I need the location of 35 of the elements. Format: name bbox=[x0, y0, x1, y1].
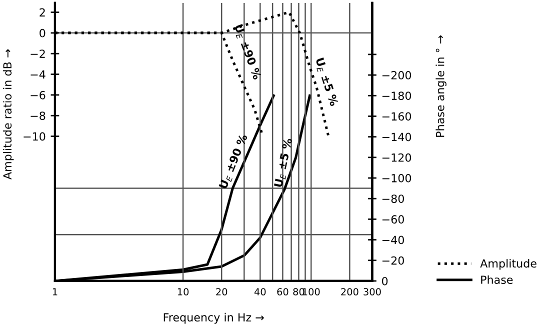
y-axis-title: Amplitude ratio in dB → bbox=[2, 49, 14, 180]
x-tick-label: 100 bbox=[302, 288, 320, 296]
x-tick-label: 300 bbox=[364, 288, 381, 296]
x-tick-label: 10 bbox=[178, 288, 189, 296]
y2-tick-label: 0 bbox=[382, 276, 388, 286]
y-tick-label: −4 bbox=[30, 70, 46, 78]
x-tick-label: 1 bbox=[52, 288, 58, 296]
y-tick-label: −8 bbox=[30, 112, 46, 120]
annotation: U$_{E}$ ±5 % bbox=[274, 138, 294, 188]
y2-tick-label: −40 bbox=[382, 236, 404, 244]
x-tick-label: 60 bbox=[277, 288, 288, 296]
x-tick-label: 200 bbox=[341, 288, 358, 296]
y2-tick-label: −100 bbox=[382, 174, 412, 182]
y-tick-label: 0 bbox=[40, 28, 46, 38]
y2-tick-label: −200 bbox=[382, 71, 412, 80]
x-tick-label: 80 bbox=[293, 288, 304, 296]
annotation: U$_{E}$ ±90 % bbox=[218, 133, 250, 190]
annotation: U$_{E}$ ±5 % bbox=[314, 57, 339, 108]
legend-label: Phase bbox=[481, 275, 513, 284]
y-tick-label: −2 bbox=[30, 50, 45, 58]
y2-tick-label: −180 bbox=[382, 92, 412, 100]
y-tick-label: −10 bbox=[24, 132, 46, 141]
x-axis-title: Frequency in Hz → bbox=[164, 312, 264, 324]
y2-tick-label: −20 bbox=[382, 256, 404, 265]
y2-axis-title: Phase angle in ° → bbox=[436, 35, 446, 137]
y2-tick-label: −60 bbox=[382, 215, 404, 224]
y2-tick-label: −160 bbox=[382, 112, 412, 121]
y2-tick-label: −120 bbox=[382, 153, 412, 162]
y-tick-label: −6 bbox=[30, 90, 46, 100]
y-tick-label: 2 bbox=[40, 8, 45, 16]
x-tick-label: 40 bbox=[254, 288, 266, 296]
legend-label: Amplitude bbox=[480, 259, 536, 270]
x-tick-label: 20 bbox=[216, 288, 228, 296]
y2-tick-label: −80 bbox=[382, 194, 404, 203]
y2-tick-label: −140 bbox=[382, 132, 412, 142]
